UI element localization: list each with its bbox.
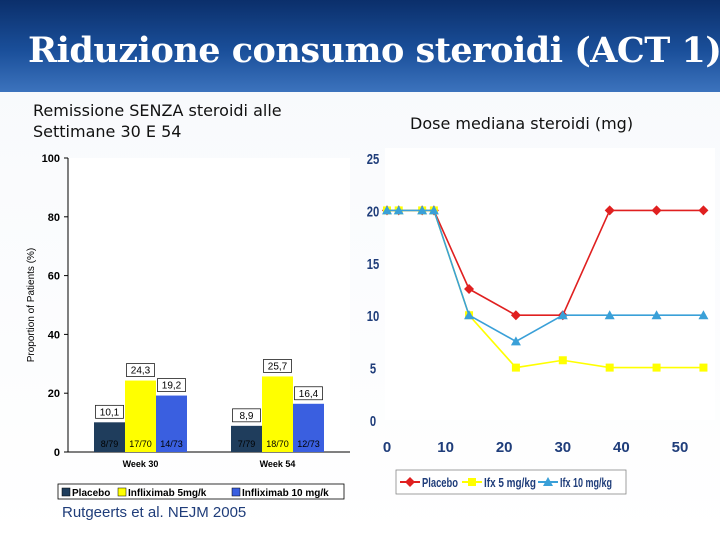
bar-ratio-label: 14/73 [160,439,183,449]
line-legend-label: Ifx 10 mg/kg [560,475,612,490]
bar-y-tick-label: 40 [48,329,60,341]
bar-data-label-box [157,378,186,392]
bar-legend [57,483,345,500]
line-marker [652,363,661,372]
slide-title: Riduzione consumo steroidi (ACT 1) [28,30,720,71]
bar-data-label: 8,9 [240,411,254,422]
line-marker [604,310,615,320]
bar-y-tick-label: 60 [48,271,60,283]
line-marker [464,284,475,294]
bar-data-label: 19,2 [162,381,182,392]
line-x-tick-label: 0 [383,439,391,456]
bar-legend-label: Infliximab 10 mg/k [242,488,329,499]
bar [156,395,187,452]
line-y-tick-label: 15 [367,255,380,272]
bar-y-axis-label: Proportion of Patients (%) [26,248,37,363]
line-x-tick-label: 10 [437,439,454,456]
line-legend-label: Ifx 5 mg/kg [484,475,536,490]
citation: Rutgeerts et al. NEJM 2005 [62,504,247,521]
line-marker [699,363,708,372]
title-bar [0,0,720,92]
bar-data-label-box [232,408,261,423]
line-marker [510,310,521,321]
line-marker [511,363,520,372]
line-marker [604,205,615,216]
line-marker [651,310,662,320]
line-y-tick-label: 10 [367,308,380,325]
line-marker [393,205,404,215]
bar-category-label: Week 30 [123,459,159,469]
bar-ratio-label: 8/79 [101,439,119,449]
bar-data-label: 10,1 [100,407,120,418]
line-legend-marker [405,477,415,487]
line-marker [605,363,614,372]
line-marker [557,310,568,320]
bar-chart: 0 20 40 60 80 100 Proportion of Patients (%) 10… [26,153,350,500]
line-x-tick-label: 40 [613,439,630,456]
line-legend-marker [543,477,553,486]
line-series [387,209,704,343]
bar-data-label-box [126,363,155,377]
line-legend-marker [468,478,476,486]
line-marker [558,356,567,365]
line-plot-area [385,148,715,420]
line-y-tick-label: 0 [370,412,376,429]
bar-data-label-box [294,386,323,401]
bar-legend-swatch [61,487,71,497]
bar-y-tick-label: 80 [48,212,60,224]
line-legend-label: Placebo [422,475,458,490]
bar-category-label: Week 54 [260,459,296,469]
bar-y-tick-label: 100 [42,153,60,165]
bar-data-label-box [95,404,124,419]
line-x-tick-label: 50 [672,439,689,456]
bar-legend-label: Placebo [72,488,110,499]
line-marker [382,205,392,215]
line-x-tick-label: 20 [496,439,513,456]
bar-ratio-label: 7/79 [238,439,256,449]
bar-ratio-label: 18/70 [266,439,289,449]
bar-y-tick-label: 0 [54,447,60,459]
line-x-tick-label: 30 [554,439,571,456]
line-y-tick-label: 5 [370,360,376,377]
line-marker [651,205,662,216]
bar [125,380,156,452]
line-legend [395,469,627,495]
line-marker [698,310,709,320]
line-y-tick-label: 20 [367,203,380,220]
bar-ratio-label: 12/73 [297,439,320,449]
bar-legend-swatch [231,487,241,497]
bar-data-label-box [263,359,292,373]
bar-y-tick-label: 20 [48,388,60,400]
left-chart-caption: Remissione SENZA steroidi alle Settimane… [33,101,282,141]
line-y-tick-label: 25 [367,150,380,167]
bar-data-label: 25,7 [268,361,288,372]
line-marker [417,205,428,215]
bar-legend-swatch [117,487,127,497]
bar [231,425,262,452]
bar-data-label: 16,4 [299,389,319,400]
bar [94,422,125,452]
bar [293,403,324,452]
line-marker [464,310,475,320]
line-marker [510,336,521,346]
bar-ratio-label: 17/70 [129,439,152,449]
bar-plot-area [68,158,350,452]
line-marker [698,205,709,216]
line-marker [428,205,439,215]
bar [262,376,293,452]
bar-legend-label: Infliximab 5mg/k [128,488,207,499]
bar-data-label: 24,3 [131,366,151,377]
right-chart-caption: Dose mediana steroidi (mg) [410,114,634,133]
